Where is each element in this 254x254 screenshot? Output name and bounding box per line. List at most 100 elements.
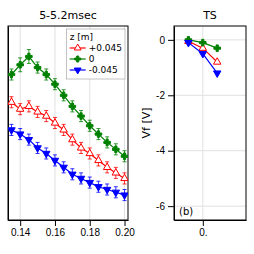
marker — [213, 71, 220, 77]
marker — [8, 128, 15, 134]
marker — [121, 193, 128, 199]
legend-marker — [74, 44, 81, 50]
marker — [104, 139, 111, 146]
error-cap — [62, 135, 66, 136]
error-cap — [9, 107, 13, 108]
error-cap — [105, 183, 109, 184]
tick-label: -2 — [156, 90, 165, 101]
legend-label: +0.045 — [89, 43, 122, 53]
error-cap — [96, 165, 100, 166]
marker — [69, 135, 76, 141]
marker — [121, 174, 128, 180]
series — [185, 37, 220, 52]
tick-label: 0 — [159, 35, 165, 46]
error-cap — [79, 153, 83, 154]
error-cap — [9, 68, 13, 69]
marker — [25, 137, 32, 143]
marker — [121, 153, 128, 160]
legend: z [m]+0.0450-0.045 — [67, 29, 125, 79]
chart-svg: 0.140.160.180.205-5.2msecz [m]+0.0450-0.… — [0, 0, 254, 254]
error-cap — [70, 145, 74, 146]
series — [8, 124, 128, 200]
error-cap — [105, 147, 109, 148]
error-cap — [27, 49, 31, 50]
tick-mark — [55, 220, 56, 226]
marker — [213, 58, 220, 64]
error-cap — [44, 147, 48, 148]
marker — [112, 190, 119, 196]
marker — [60, 165, 67, 171]
error-cap — [70, 100, 74, 101]
x-axis: 0.14 0.16 0.18 0.20 — [9, 220, 136, 238]
tick-mark — [203, 220, 204, 226]
error-cap — [105, 172, 109, 173]
error-cap — [88, 177, 92, 178]
tick: 0.14 — [11, 220, 31, 238]
error-cap — [123, 150, 127, 151]
legend-entry: 0 — [70, 54, 95, 64]
marker — [185, 40, 192, 46]
marker — [77, 176, 84, 182]
series-line — [188, 43, 217, 73]
title: TS — [202, 9, 217, 22]
axis-line — [8, 27, 9, 221]
marker — [34, 108, 41, 114]
error-cap — [18, 71, 22, 72]
marker — [77, 144, 84, 150]
error-cap — [79, 110, 83, 111]
tick-mark — [168, 95, 174, 96]
marker — [69, 172, 76, 178]
error-cap — [53, 78, 57, 79]
marker — [86, 149, 93, 155]
marker — [34, 146, 41, 152]
error-cap — [114, 154, 118, 155]
y-axis: 0 -2 -4 -6 — [156, 27, 174, 221]
tick: 0.18 — [81, 220, 101, 238]
annotation: (b) — [179, 206, 193, 217]
tick-mark — [125, 220, 126, 226]
legend-entry: +0.045 — [70, 43, 122, 53]
tick-mark — [20, 220, 21, 226]
axis-title: Vf [V] — [140, 107, 153, 138]
marker — [214, 45, 221, 52]
tick: -2 — [156, 90, 174, 101]
error-cap — [88, 159, 92, 160]
error-cap — [44, 68, 48, 69]
marker — [95, 131, 102, 138]
marker — [103, 163, 110, 169]
tick-label: 0.18 — [81, 227, 101, 238]
error-cap — [114, 186, 118, 187]
error-cap — [79, 172, 83, 173]
error-cap — [18, 114, 22, 115]
error-cap — [9, 80, 13, 81]
error-cap — [123, 183, 127, 184]
marker — [86, 180, 93, 186]
panel: 0. 0 -2 -4 -6 TS Vf [V] (b) — [140, 9, 247, 238]
tick-label: 0.16 — [46, 227, 66, 238]
marker — [69, 103, 76, 110]
error-cap — [88, 131, 92, 132]
error-cap — [62, 161, 66, 162]
legend-box — [67, 29, 125, 79]
tick: 0 — [159, 35, 174, 46]
tick: -6 — [156, 201, 174, 212]
marker — [8, 71, 15, 78]
marker — [16, 132, 23, 138]
tick: -4 — [156, 145, 174, 156]
error-cap — [53, 89, 57, 90]
marker — [52, 81, 59, 88]
error-cap — [44, 80, 48, 81]
marker — [199, 52, 206, 58]
marker — [78, 113, 85, 120]
error-cap — [96, 139, 100, 140]
error-cap — [96, 181, 100, 182]
error-cap — [44, 121, 48, 122]
plot-frame — [174, 26, 246, 220]
marker — [51, 158, 58, 164]
error-cap — [53, 128, 57, 129]
tick: 0. — [199, 220, 207, 238]
marker — [34, 64, 41, 71]
tick-label: 0.20 — [115, 227, 135, 238]
error-cap — [114, 178, 118, 179]
series-line — [188, 40, 217, 48]
